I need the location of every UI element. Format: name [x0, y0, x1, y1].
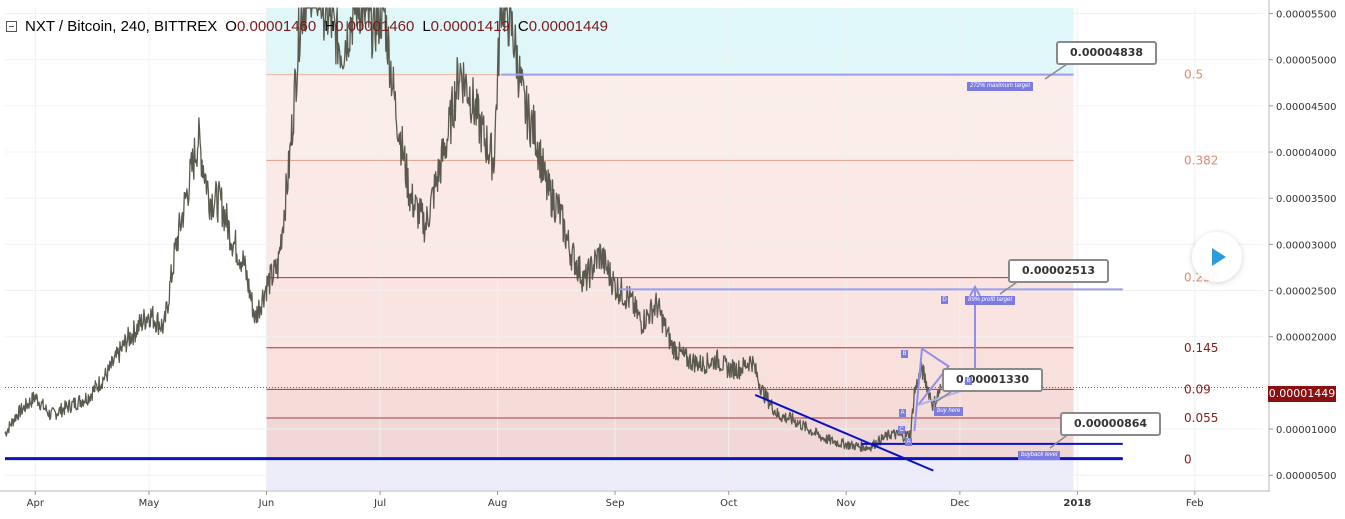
collapse-icon[interactable]: [6, 21, 17, 32]
fib-zone: [266, 74, 1074, 161]
fib-level-label: 0.5: [1184, 68, 1203, 82]
x-tick-label: Oct: [720, 498, 737, 509]
y-tick-label: 0.00002000: [1276, 333, 1336, 344]
y-tick-label: 0.00000500: [1276, 471, 1336, 482]
y-tick-label: 0.00001000: [1276, 425, 1336, 436]
current-price-tag: 0.00001449: [1268, 386, 1336, 402]
pattern-marker-a2[interactable]: A: [899, 409, 906, 417]
fib-level-label: 0.055: [1184, 411, 1218, 425]
fib-level-label: 0.09: [1184, 382, 1211, 396]
note-buy-here[interactable]: buy here: [934, 407, 964, 416]
trend-line: [754, 393, 934, 472]
y-tick-label: 0.00005000: [1276, 56, 1336, 67]
x-tick-label: Dec: [950, 498, 969, 509]
callout-max-target[interactable]: 0.00004838: [1056, 41, 1158, 65]
pattern-marker-c[interactable]: C: [898, 426, 905, 434]
fib-level-label: 0.145: [1184, 341, 1218, 355]
x-tick-label: Jun: [258, 498, 275, 509]
symbol-title[interactable]: NXT / Bitcoin, 240, BITTREX: [25, 18, 218, 35]
pattern-marker-d[interactable]: D: [941, 296, 948, 304]
x-tick-label: Sep: [606, 498, 625, 509]
pattern-marker-b2[interactable]: B: [965, 377, 972, 385]
note-profit-target[interactable]: 89% profit target: [965, 296, 1016, 305]
high-value: 0.00001460: [335, 18, 415, 35]
y-tick-label: 0.00002500: [1276, 287, 1336, 298]
callout-buy-here[interactable]: 0.00001330: [942, 368, 1044, 392]
y-tick-label: 0.00005500: [1276, 10, 1336, 21]
y-tick-label: 0.00004500: [1276, 102, 1336, 113]
note-max-target[interactable]: 272% maximum target: [967, 82, 1034, 91]
open-label: O: [225, 18, 237, 35]
callout-profit-target[interactable]: 0.00002513: [1008, 259, 1110, 283]
y-tick-label: 0.00003500: [1276, 194, 1336, 205]
fib-zone-upper: [266, 8, 1074, 75]
fib-zone: [266, 160, 1074, 278]
pattern-marker-a[interactable]: A: [905, 438, 912, 446]
play-icon[interactable]: [1192, 232, 1242, 282]
low-value: 0.00001419: [430, 18, 510, 35]
fib-level-label: 0.382: [1184, 153, 1218, 167]
low-label: L: [422, 18, 431, 35]
close-label: C: [517, 18, 529, 35]
fib-zone: [266, 417, 1074, 460]
x-tick-label: 2018: [1063, 498, 1091, 509]
fib-level-label: 0: [1184, 453, 1192, 467]
grid-lines: [5, 8, 1263, 490]
callout-buyback[interactable]: 0.00000864: [1060, 412, 1162, 436]
x-tick-label: Jul: [373, 498, 386, 509]
high-label: H: [324, 18, 336, 35]
projection-arrowhead: [969, 284, 981, 297]
abcd-pattern: [913, 346, 950, 431]
fib-zone: [266, 347, 1074, 390]
chart-header: NXT / Bitcoin, 240, BITTREX O 0.00001460 …: [6, 18, 608, 35]
x-tick-label: Nov: [836, 498, 856, 509]
x-tick-label: Feb: [1186, 498, 1204, 509]
price-series: [4, 7, 942, 452]
price-line: [4, 7, 942, 452]
y-tick-label: 0.00004000: [1276, 148, 1336, 159]
open-value: 0.00001460: [236, 18, 317, 35]
note-buyback[interactable]: buyback level: [1018, 451, 1061, 460]
x-tick-label: May: [139, 498, 160, 509]
x-tick-label: Aug: [488, 498, 508, 509]
close-value: 0.00001449: [528, 18, 608, 35]
y-tick-label: 0.00003000: [1276, 240, 1336, 251]
axes: 0.00005500 0.00005000 0.00004500 0.00004000…: [0, 0, 1336, 509]
pattern-marker-b[interactable]: B: [901, 350, 908, 358]
x-tick-label: Apr: [27, 498, 45, 509]
